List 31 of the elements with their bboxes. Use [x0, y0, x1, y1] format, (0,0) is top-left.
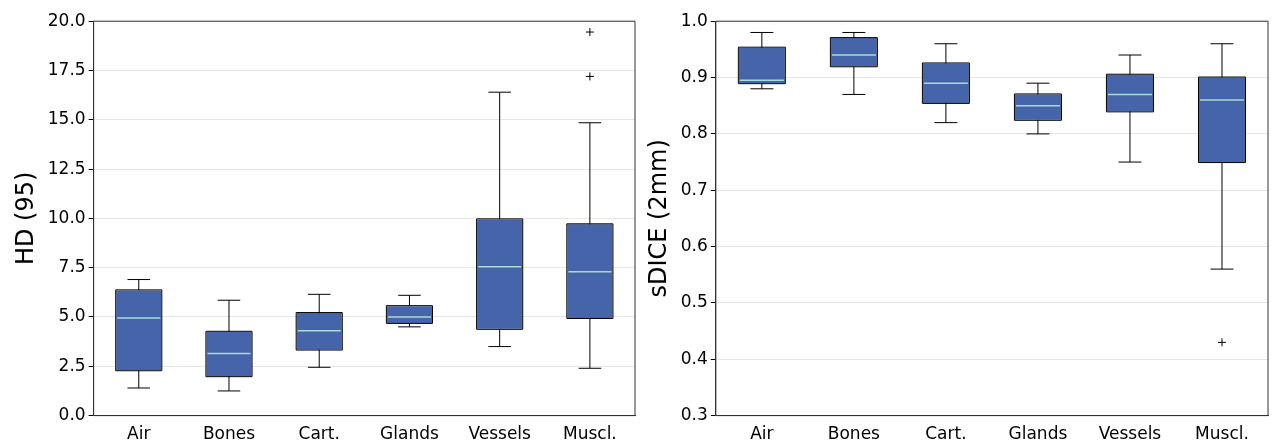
x-tick-label: Air — [127, 423, 151, 444]
y-tick-label: 10.0 — [47, 206, 86, 227]
x-tick-label: Muscl. — [563, 423, 617, 444]
x-tick-label: Muscl. — [1195, 423, 1249, 444]
y-tick-label: 12.5 — [47, 157, 86, 178]
y-tick-label: 0.3 — [680, 404, 708, 425]
y-tick-label: 7.5 — [58, 256, 86, 277]
x-tick-label: Air — [750, 423, 774, 444]
y-tick-label: 20.0 — [47, 9, 86, 30]
x-tick-label: Vessels — [468, 423, 532, 444]
y-tick-label: 0.9 — [680, 65, 708, 86]
y-tick-label: 0.7 — [680, 178, 708, 199]
y-tick-label: 0.5 — [680, 291, 708, 312]
y-tick-label: 0.4 — [680, 347, 708, 368]
y-tick-label: 2.5 — [58, 354, 86, 375]
y-tick-label: 0.8 — [680, 122, 708, 143]
y-tick-label: 5.0 — [58, 305, 86, 326]
x-tick-label: Cart. — [925, 423, 967, 444]
x-tick-label: Cart. — [298, 423, 340, 444]
y-tick-label: 15.0 — [47, 108, 86, 129]
x-tick-label: Bones — [202, 423, 256, 444]
x-tick-label: Bones — [827, 423, 881, 444]
x-tick-label: Glands — [380, 423, 439, 444]
y-axis-title: HD (95) — [10, 171, 39, 266]
y-tick-label: 1.0 — [680, 9, 708, 30]
x-tick-label: Glands — [1008, 423, 1068, 444]
y-tick-label: 0.0 — [58, 404, 86, 425]
y-tick-label: 17.5 — [47, 58, 86, 79]
y-tick-label: 0.6 — [680, 234, 708, 255]
x-tick-label: Vessels — [1098, 423, 1162, 444]
y-axis-title: sDICE (2mm) — [643, 139, 672, 298]
